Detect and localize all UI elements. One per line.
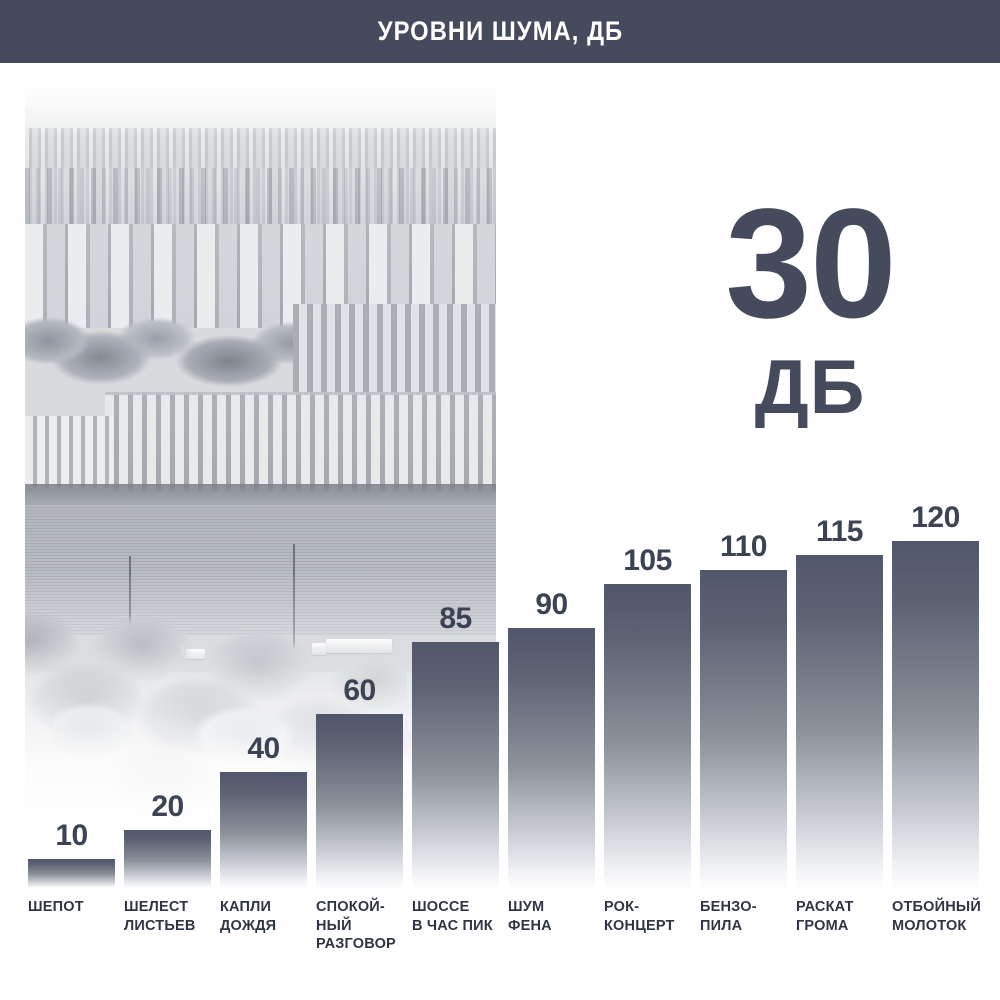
bar[interactable] [508,628,595,888]
bar-category-label-line: БЕНЗО- [700,899,757,915]
bar-value-label: 115 [816,515,863,548]
bar-category-label: РАСКАТ ГРОМА [796,888,883,935]
highlight-callout: 30 ДБ [660,186,960,426]
bar-value-label: 10 [55,819,88,852]
bar-category-label: БЕНЗО- ПИЛА [700,888,787,935]
bar-value-label: 105 [623,544,672,577]
bar-value-label: 60 [343,674,376,707]
bar-category-label-line: В ЧАС ПИК [412,917,493,934]
photo-top-fade [25,88,496,136]
header-bar: УРОВНИ ШУМА, ДБ [0,0,1000,63]
bar[interactable] [220,772,307,888]
bar-category-label: ШЕПОТ [28,888,115,917]
bar-category-label-line: РАСКАТ [796,899,854,915]
bar-group[interactable]: 90 ШУМ ФЕНА [508,588,595,934]
bar-category-label-line: МОЛОТОК [892,917,967,934]
bar-group[interactable]: 120 ОТБОЙНЫЙ МОЛОТОК [892,501,981,934]
bar-category-label-line: СПОКОЙ- [316,899,385,915]
bar-category-label: ШЕЛЕСТ ЛИСТЬЕВ [124,888,211,935]
bar[interactable] [700,570,787,888]
bar-value-label: 85 [439,602,472,635]
bar-group[interactable]: 85 ШОССЕ В ЧАС ПИК [412,602,499,934]
cityscape-photo [25,88,496,888]
photo-image [25,88,496,888]
bar-value-label: 90 [535,588,568,621]
bar-category-label: КАПЛИ ДОЖДЯ [220,888,307,935]
photo-palace-facade [105,392,496,491]
callout-number: 30 [725,177,897,351]
bar-category-label-line: ОТБОЙНЫЙ [892,899,981,915]
bar-category-label: СПОКОЙ- НЫЙ РАЗГОВОР [316,888,403,954]
photo-midground-trees [25,296,318,408]
bar-category-label-line: ПИЛА [700,917,743,934]
photo-right-building [293,304,496,408]
bar-group[interactable]: 20 ШЕЛЕСТ ЛИСТЬЕВ [124,790,211,934]
bar-category-label-line: ФЕНА [508,917,552,934]
bar-category-label: ШОССЕ В ЧАС ПИК [412,888,499,935]
bar[interactable] [316,714,403,888]
bar-category-label: ШУМ ФЕНА [508,888,595,935]
bar-category-label-line: ШОССЕ [412,899,470,915]
bar-group[interactable]: 60 СПОКОЙ- НЫЙ РАЗГОВОР [316,674,403,952]
bar-value-label: 110 [720,530,767,563]
callout-unit: ДБ [754,345,866,430]
bar[interactable] [796,555,883,888]
bar-value-label: 120 [911,501,960,534]
bar-group[interactable]: 110 БЕНЗО- ПИЛА [700,530,787,934]
bar-category-label-line: ДОЖДЯ [220,917,277,934]
bar-category-label-line: ЛИСТЬЕВ [124,917,196,934]
bar-category-label: ОТБОЙНЫЙ МОЛОТОК [892,888,981,935]
bar-category-label-line: ШЕЛЕСТ [124,899,189,915]
bar-category-label-line: РОК- [604,899,640,915]
bar-group[interactable]: 115 РАСКАТ ГРОМА [796,515,883,934]
bar-category-label-line: КАПЛИ [220,899,272,915]
bar[interactable] [28,859,115,888]
bar-group[interactable]: 105 РОК- КОНЦЕРТ [604,544,691,934]
bar-category-label-line: РАЗГОВОР [316,936,396,953]
bar[interactable] [892,541,979,888]
bar-group[interactable]: 10 ШЕПОТ [28,819,115,915]
bar-category-label-line: ШЕПОТ [28,899,84,915]
bar-category-label-line: ШУМ [508,899,545,915]
bar-value-label: 20 [151,790,184,823]
bar-group[interactable]: 40 КАПЛИ ДОЖДЯ [220,732,307,934]
bar[interactable] [412,642,499,888]
bar-category-label: РОК- КОНЦЕРТ [604,888,691,935]
photo-far-skyline [25,128,496,232]
bar[interactable] [124,830,211,888]
bar-category-label-line: КОНЦЕРТ [604,917,675,934]
bar-value-label: 40 [247,732,280,765]
bar-category-label-line: НЫЙ [316,917,352,934]
photo-left-building [25,416,115,488]
page-title: УРОВНИ ШУМА, ДБ [377,16,623,46]
bar-category-label-line: ГРОМА [796,917,849,934]
bar[interactable] [604,584,691,888]
